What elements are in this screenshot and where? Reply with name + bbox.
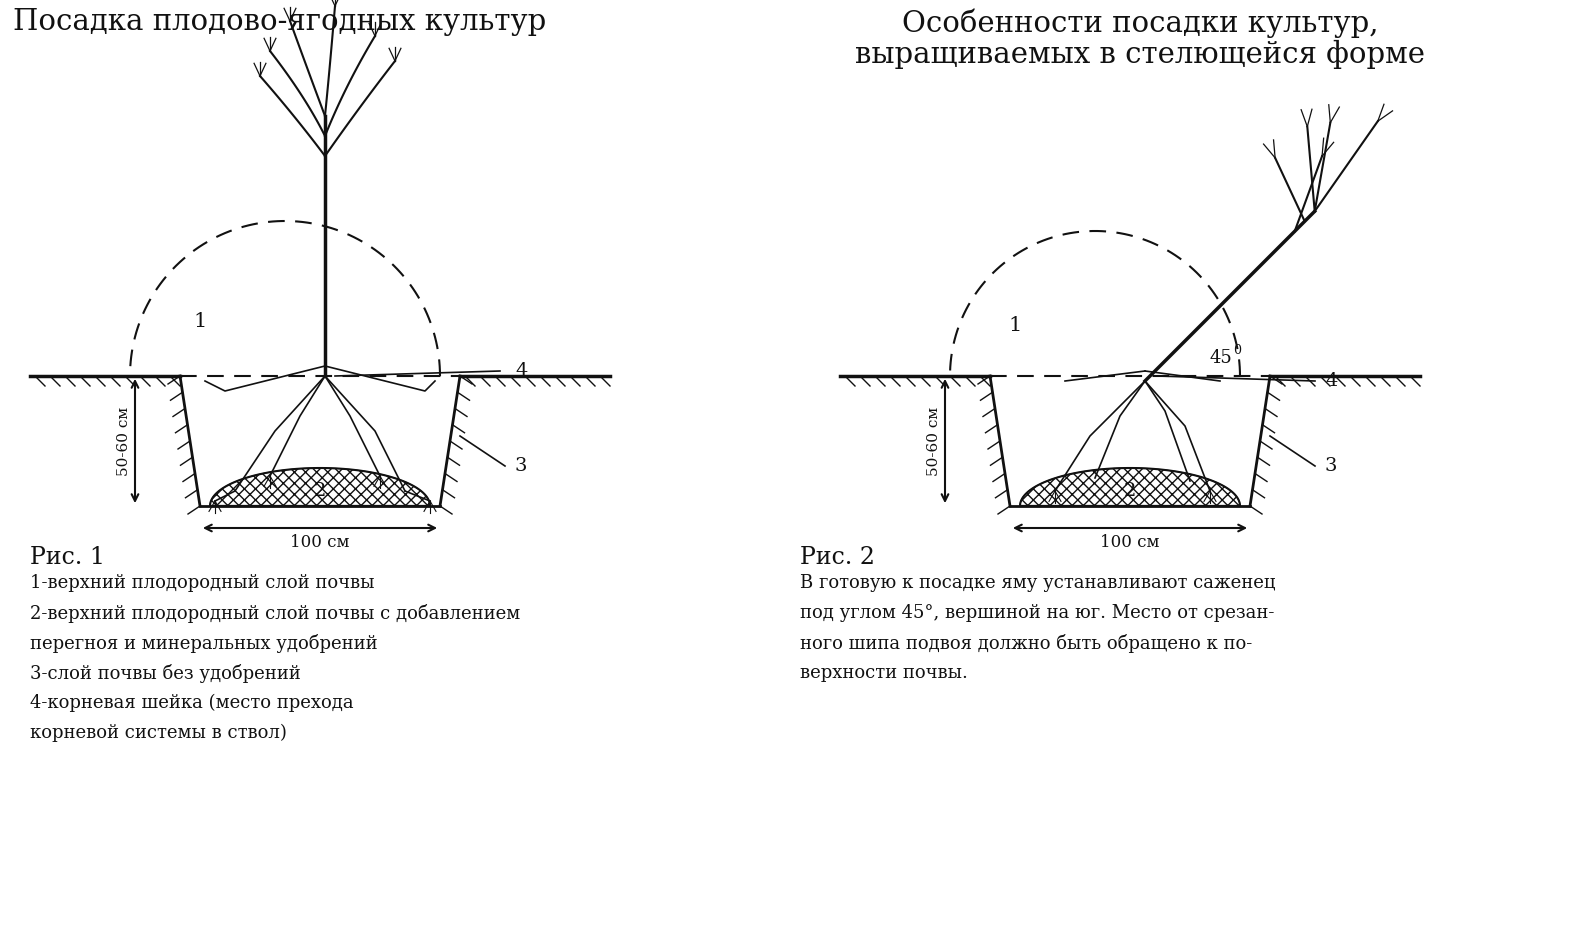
Text: 2: 2 [314, 482, 326, 500]
Polygon shape [211, 468, 429, 506]
Text: Особенности посадки культур,: Особенности посадки культур, [901, 8, 1378, 37]
Text: 4-корневая шейка (место прехода: 4-корневая шейка (место прехода [30, 694, 353, 712]
Text: 3: 3 [515, 457, 527, 475]
Text: 1-верхний плодородный слой почвы: 1-верхний плодородный слой почвы [30, 574, 374, 592]
Text: верхности почвы.: верхности почвы. [800, 664, 968, 682]
Text: 45: 45 [1210, 349, 1232, 367]
Text: В готовую к посадке яму устанавливают саженец: В готовую к посадке яму устанавливают са… [800, 574, 1275, 592]
Polygon shape [1020, 468, 1240, 506]
Text: 2: 2 [1123, 482, 1136, 500]
Text: 50-60 см: 50-60 см [927, 406, 941, 475]
Text: 3-слой почвы без удобрений: 3-слой почвы без удобрений [30, 664, 301, 683]
Text: 100 см: 100 см [290, 534, 350, 551]
Text: 50-60 см: 50-60 см [117, 406, 131, 475]
Text: 0: 0 [1232, 344, 1240, 357]
Text: ного шипа подвоя должно быть обращено к по-: ного шипа подвоя должно быть обращено к … [800, 634, 1253, 653]
Text: 1: 1 [193, 313, 206, 331]
Text: 1: 1 [1009, 315, 1022, 335]
Text: под углом 45°, вершиной на юг. Место от срезан-: под углом 45°, вершиной на юг. Место от … [800, 604, 1275, 622]
Text: выращиваемых в стелющейся форме: выращиваемых в стелющейся форме [855, 40, 1426, 69]
Text: Рис. 2: Рис. 2 [800, 546, 874, 569]
Text: перегноя и минеральных удобрений: перегноя и минеральных удобрений [30, 634, 377, 653]
Text: 4: 4 [515, 362, 527, 380]
Text: 2-верхний плодородный слой почвы с добавлением: 2-верхний плодородный слой почвы с добав… [30, 604, 520, 623]
Text: Посадка плодово-ягодных культур: Посадка плодово-ягодных культур [13, 8, 546, 36]
Text: 3: 3 [1324, 457, 1337, 475]
Text: 100 см: 100 см [1101, 534, 1159, 551]
Text: Рис. 1: Рис. 1 [30, 546, 105, 569]
Text: 4: 4 [1324, 372, 1337, 390]
Text: корневой системы в ствол): корневой системы в ствол) [30, 724, 287, 742]
